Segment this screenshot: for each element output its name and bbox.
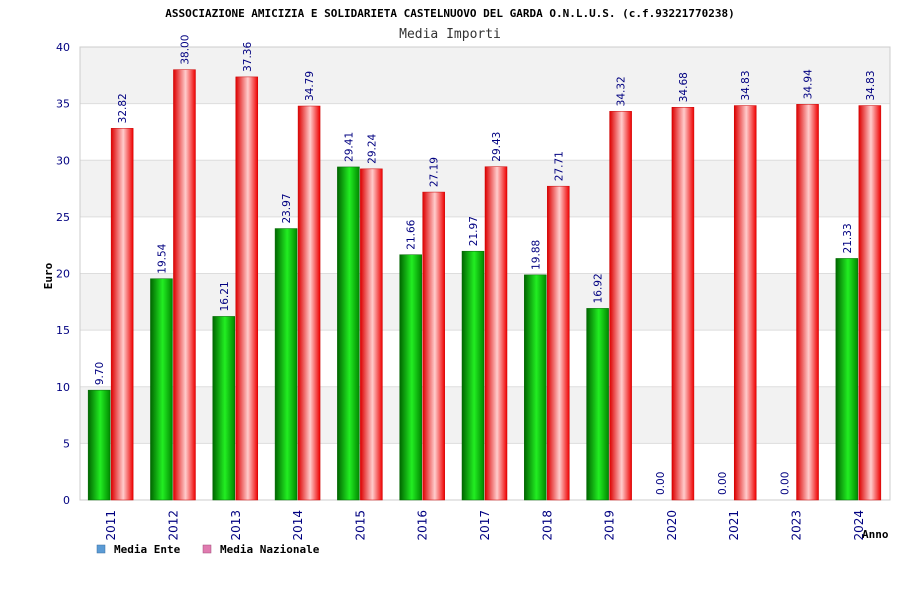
- y-tick-label: 15: [56, 324, 70, 337]
- bar-media-ente: [274, 228, 298, 501]
- y-tick-label: 0: [63, 494, 70, 507]
- x-tick-label: 2024: [852, 510, 866, 541]
- bar-media-ente: [337, 166, 360, 501]
- value-label-media-nazionale: 34.68: [678, 72, 690, 102]
- bar-media-nazionale: [360, 168, 383, 501]
- legend-swatch-nazionale: [202, 544, 212, 554]
- legend: Media Ente Media Nazionale: [96, 543, 320, 556]
- y-tick-label: 30: [56, 154, 70, 167]
- y-tick-label: 35: [56, 98, 70, 111]
- bar-media-nazionale: [110, 128, 134, 501]
- y-tick-label: 20: [56, 268, 70, 281]
- value-label-media-ente: 0.00: [655, 472, 667, 495]
- value-label-media-ente: 0.00: [780, 472, 792, 495]
- bar-media-nazionale: [235, 76, 259, 501]
- value-label-media-nazionale: 27.19: [429, 157, 441, 187]
- value-label-media-nazionale: 34.94: [803, 69, 815, 99]
- bar-media-nazionale: [422, 191, 445, 501]
- x-tick-label: 2017: [478, 510, 492, 541]
- plot-band: [80, 47, 890, 104]
- y-axis-label: Euro: [42, 262, 55, 289]
- value-label-media-nazionale: 29.43: [491, 132, 503, 162]
- bar-media-nazionale: [547, 185, 570, 501]
- value-label-media-nazionale: 38.00: [179, 35, 191, 65]
- bar-media-nazionale: [484, 166, 508, 501]
- value-label-media-nazionale: 27.71: [553, 151, 565, 181]
- bar-media-nazionale: [733, 105, 757, 501]
- value-label-media-ente: 23.97: [281, 193, 293, 223]
- bar-media-nazionale: [609, 111, 632, 501]
- legend-label-nazionale: Media Nazionale: [220, 543, 320, 556]
- bar-media-nazionale: [796, 104, 819, 501]
- value-label-media-nazionale: 34.83: [865, 70, 877, 100]
- value-label-media-ente: 19.88: [530, 240, 542, 270]
- x-tick-label: 2012: [166, 510, 180, 541]
- x-tick-label: 2016: [416, 510, 430, 541]
- value-labels: 9.70 32.82 19.54 38.00 16.21 37.36 23.97 34.79 2…: [94, 35, 877, 495]
- bar-media-nazionale: [671, 106, 695, 501]
- value-label-media-ente: 16.92: [593, 273, 605, 303]
- legend-swatch-ente: [96, 544, 106, 554]
- x-tick-label: 2020: [665, 510, 679, 541]
- value-label-media-ente: 0.00: [717, 472, 729, 495]
- bar-media-ente: [150, 278, 173, 501]
- chart-title: ASSOCIAZIONE AMICIZIA E SOLIDARIETA CAST…: [165, 7, 735, 20]
- x-tick-label: 2021: [727, 510, 741, 541]
- bar-media-ente: [461, 250, 485, 501]
- x-tick-label: 2019: [603, 510, 617, 541]
- bar-media-ente: [586, 308, 609, 501]
- x-tick-label: 2018: [540, 510, 554, 541]
- x-axis-ticks: 2011 2012 2013 2014 2015 2016 2017 2018 2019 2020…: [104, 510, 866, 541]
- value-label-media-nazionale: 29.24: [366, 133, 378, 163]
- value-label-media-ente: 9.70: [94, 362, 106, 385]
- value-label-media-ente: 21.66: [406, 219, 418, 249]
- bar-media-ente: [212, 316, 236, 501]
- bars: [87, 69, 882, 501]
- y-tick-label: 10: [56, 381, 70, 394]
- value-label-media-ente: 21.33: [842, 223, 854, 253]
- bar-media-nazionale: [173, 69, 196, 501]
- y-tick-label: 5: [63, 437, 70, 450]
- x-tick-label: 2023: [790, 510, 804, 541]
- y-axis-ticks: 0 5 10 15 20 25 30 35 40: [56, 41, 70, 507]
- value-label-media-ente: 21.97: [468, 216, 480, 246]
- value-label-media-nazionale: 34.32: [616, 76, 628, 106]
- x-tick-label: 2015: [353, 510, 367, 541]
- legend-label-ente: Media Ente: [114, 543, 181, 556]
- value-label-media-nazionale: 34.83: [740, 70, 752, 100]
- value-label-media-ente: 29.41: [343, 132, 355, 162]
- value-label-media-nazionale: 37.36: [242, 42, 254, 72]
- bar-media-nazionale: [297, 105, 321, 501]
- bar-media-ente: [835, 258, 859, 501]
- bar-media-ente: [524, 274, 547, 501]
- x-tick-label: 2011: [104, 510, 118, 541]
- x-tick-label: 2014: [291, 510, 305, 541]
- value-label-media-nazionale: 34.79: [304, 71, 316, 101]
- value-label-media-ente: 16.21: [219, 281, 231, 311]
- y-tick-label: 25: [56, 211, 70, 224]
- bar-media-ente: [87, 389, 111, 501]
- x-tick-label: 2013: [229, 510, 243, 541]
- y-tick-label: 40: [56, 41, 70, 54]
- value-label-media-nazionale: 32.82: [117, 93, 129, 123]
- bar-media-ente: [399, 254, 422, 501]
- value-label-media-ente: 19.54: [156, 243, 168, 273]
- x-axis-label: Anno: [862, 528, 889, 541]
- chart-subtitle: Media Importi: [399, 27, 501, 42]
- plot-band: [80, 103, 890, 161]
- bar-media-nazionale: [858, 105, 882, 501]
